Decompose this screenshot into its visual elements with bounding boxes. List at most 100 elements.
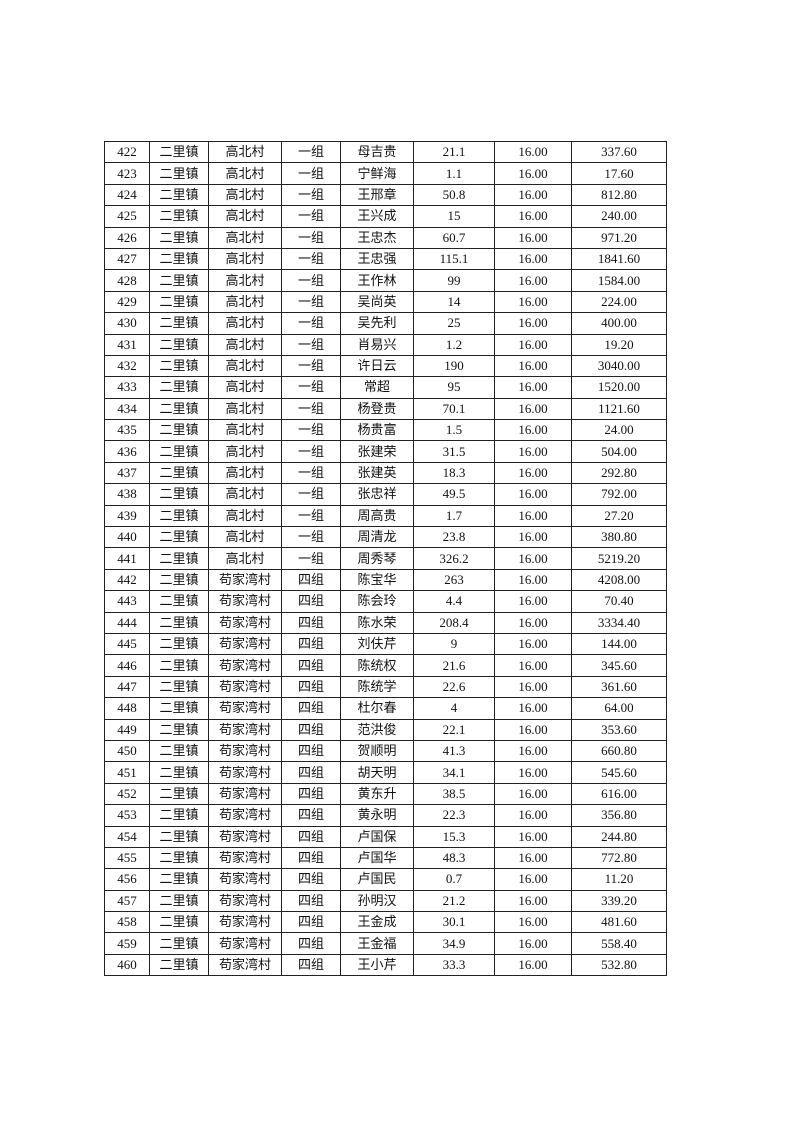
table-row: 449 二里镇 苟家湾村 四组 范洪俊 22.1 16.00 353.60 xyxy=(104,718,667,741)
cell-unit-price: 16.00 xyxy=(494,697,572,720)
cell-town: 二里镇 xyxy=(149,654,209,677)
cell-village: 苟家湾村 xyxy=(208,632,282,656)
cell-town: 二里镇 xyxy=(149,718,209,741)
cell-row-number: 430 xyxy=(104,312,150,335)
table-row: 453 二里镇 苟家湾村 四组 黄永明 22.3 16.00 356.80 xyxy=(104,804,667,827)
cell-name: 王作林 xyxy=(340,269,414,292)
table-row: 426 二里镇 高北村 一组 王忠杰 60.7 16.00 971.20 xyxy=(104,226,667,249)
cell-row-number: 443 xyxy=(104,590,150,613)
cell-name: 卢国华 xyxy=(340,846,414,870)
cell-amount: 1841.60 xyxy=(571,247,667,271)
cell-quantity: 263 xyxy=(413,568,495,592)
cell-amount: 27.20 xyxy=(571,504,667,528)
cell-row-number: 444 xyxy=(104,611,150,634)
cell-name: 王小芹 xyxy=(340,953,414,977)
cell-name: 王邢章 xyxy=(340,183,414,207)
cell-row-number: 446 xyxy=(104,654,150,677)
cell-group: 四组 xyxy=(281,911,341,934)
cell-row-number: 435 xyxy=(104,419,150,442)
cell-amount: 504.00 xyxy=(571,440,667,463)
cell-name: 胡天明 xyxy=(340,761,414,784)
cell-unit-price: 16.00 xyxy=(494,761,572,784)
table-row: 439 二里镇 高北村 一组 周高贵 1.7 16.00 27.20 xyxy=(104,504,667,528)
cell-row-number: 439 xyxy=(104,504,150,528)
table-row: 443 二里镇 苟家湾村 四组 陈会玲 4.4 16.00 70.40 xyxy=(104,590,667,613)
cell-village: 高北村 xyxy=(208,483,282,506)
cell-name: 许日云 xyxy=(340,354,414,378)
cell-unit-price: 16.00 xyxy=(494,675,572,699)
cell-row-number: 423 xyxy=(104,162,150,185)
cell-quantity: 50.8 xyxy=(413,183,495,207)
cell-unit-price: 16.00 xyxy=(494,526,572,549)
cell-name: 王金福 xyxy=(340,932,414,955)
cell-village: 高北村 xyxy=(208,247,282,271)
cell-unit-price: 16.00 xyxy=(494,825,572,848)
cell-amount: 240.00 xyxy=(571,205,667,228)
table-row: 425 二里镇 高北村 一组 王兴成 15 16.00 240.00 xyxy=(104,205,667,228)
cell-unit-price: 16.00 xyxy=(494,782,572,806)
cell-amount: 772.80 xyxy=(571,846,667,870)
cell-village: 高北村 xyxy=(208,226,282,249)
cell-quantity: 4.4 xyxy=(413,590,495,613)
cell-village: 高北村 xyxy=(208,354,282,378)
cell-amount: 70.40 xyxy=(571,590,667,613)
cell-unit-price: 16.00 xyxy=(494,461,572,485)
cell-village: 苟家湾村 xyxy=(208,825,282,848)
cell-name: 陈水荣 xyxy=(340,611,414,634)
cell-group: 四组 xyxy=(281,611,341,634)
cell-group: 一组 xyxy=(281,376,341,399)
cell-quantity: 208.4 xyxy=(413,611,495,634)
cell-town: 二里镇 xyxy=(149,825,209,848)
cell-amount: 792.00 xyxy=(571,483,667,506)
cell-village: 高北村 xyxy=(208,526,282,549)
table-row: 435 二里镇 高北村 一组 杨贵富 1.5 16.00 24.00 xyxy=(104,419,667,442)
cell-group: 一组 xyxy=(281,461,341,485)
cell-village: 苟家湾村 xyxy=(208,804,282,827)
cell-quantity: 38.5 xyxy=(413,782,495,806)
cell-village: 高北村 xyxy=(208,440,282,463)
cell-group: 一组 xyxy=(281,226,341,249)
data-table: 422 二里镇 高北村 一组 母吉贵 21.1 16.00 337.60 423 二里镇 高北村 一组… xyxy=(104,140,667,977)
cell-name: 吴先利 xyxy=(340,312,414,335)
cell-row-number: 427 xyxy=(104,247,150,271)
cell-name: 宁鲜海 xyxy=(340,162,414,185)
cell-row-number: 451 xyxy=(104,761,150,784)
cell-quantity: 70.1 xyxy=(413,397,495,421)
cell-quantity: 1.2 xyxy=(413,333,495,356)
cell-amount: 545.60 xyxy=(571,761,667,784)
cell-row-number: 434 xyxy=(104,397,150,421)
cell-row-number: 433 xyxy=(104,376,150,399)
cell-quantity: 48.3 xyxy=(413,846,495,870)
cell-name: 张忠祥 xyxy=(340,483,414,506)
cell-group: 四组 xyxy=(281,654,341,677)
cell-unit-price: 16.00 xyxy=(494,547,572,570)
cell-name: 周清龙 xyxy=(340,526,414,549)
cell-row-number: 442 xyxy=(104,568,150,592)
cell-unit-price: 16.00 xyxy=(494,953,572,977)
cell-name: 张建英 xyxy=(340,461,414,485)
table-row: 441 二里镇 高北村 一组 周秀琴 326.2 16.00 5219.20 xyxy=(104,547,667,570)
cell-group: 一组 xyxy=(281,247,341,271)
cell-unit-price: 16.00 xyxy=(494,932,572,955)
cell-amount: 11.20 xyxy=(571,868,667,891)
cell-name: 陈统权 xyxy=(340,654,414,677)
cell-village: 苟家湾村 xyxy=(208,568,282,592)
cell-amount: 339.20 xyxy=(571,889,667,913)
cell-unit-price: 16.00 xyxy=(494,376,572,399)
cell-town: 二里镇 xyxy=(149,440,209,463)
cell-amount: 4208.00 xyxy=(571,568,667,592)
cell-group: 四组 xyxy=(281,932,341,955)
cell-name: 王忠强 xyxy=(340,247,414,271)
cell-name: 杨登贵 xyxy=(340,397,414,421)
cell-unit-price: 16.00 xyxy=(494,868,572,891)
cell-town: 二里镇 xyxy=(149,140,209,164)
cell-quantity: 22.6 xyxy=(413,675,495,699)
cell-row-number: 448 xyxy=(104,697,150,720)
cell-town: 二里镇 xyxy=(149,632,209,656)
cell-group: 一组 xyxy=(281,312,341,335)
cell-village: 苟家湾村 xyxy=(208,718,282,741)
cell-village: 苟家湾村 xyxy=(208,654,282,677)
cell-unit-price: 16.00 xyxy=(494,419,572,442)
table-row: 458 二里镇 苟家湾村 四组 王金成 30.1 16.00 481.60 xyxy=(104,911,667,934)
cell-town: 二里镇 xyxy=(149,397,209,421)
